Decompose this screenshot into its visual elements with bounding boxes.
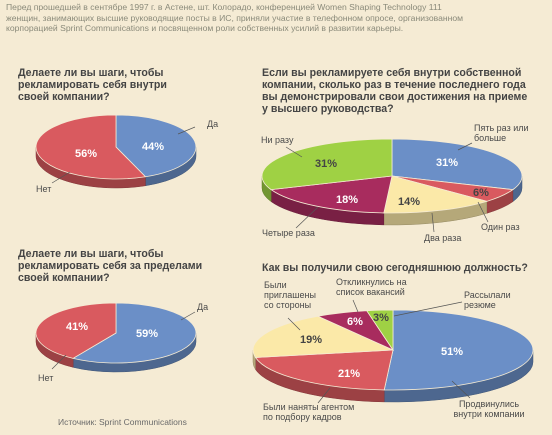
pie-category-label: Нет bbox=[36, 184, 51, 194]
pie-slice-1 bbox=[72, 302, 197, 364]
pie-category-label: Продвинулись внутри компании bbox=[453, 399, 524, 419]
pie-value-label: 59% bbox=[136, 328, 158, 340]
pie-slice-1 bbox=[383, 309, 534, 391]
pie-value-label: 21% bbox=[338, 368, 360, 380]
pie-value-label: 44% bbox=[142, 141, 164, 153]
pie-slice-3 bbox=[252, 315, 394, 358]
pie-value-label: 51% bbox=[441, 346, 463, 358]
pie-category-label: Да bbox=[207, 119, 218, 129]
pie-value-label: 31% bbox=[315, 158, 337, 170]
pie-value-label: 6% bbox=[347, 316, 363, 328]
pie-category-label: Два раза bbox=[424, 233, 461, 243]
pie-category-label: Один раз bbox=[481, 222, 520, 232]
pie-category-label: Были наняты агентом по подбору кадров bbox=[263, 402, 354, 422]
pie-2-title: Если вы рекламируете себя внутри собстве… bbox=[262, 67, 528, 115]
pie-category-label: Нет bbox=[38, 373, 53, 383]
pie-category-label: Ни разу bbox=[261, 135, 294, 145]
leader-line bbox=[457, 142, 473, 151]
pie-category-label: Откликнулись на список вакансий bbox=[336, 277, 407, 297]
pie-value-label: 14% bbox=[398, 196, 420, 208]
pie-slice-4 bbox=[270, 175, 393, 214]
intro-text: Перед прошедшей в сентябре 1997 г. в Аст… bbox=[6, 2, 464, 34]
pie-3-title: Делаете ли вы шаги, чтобы рекламировать … bbox=[18, 248, 203, 284]
pie-slice-2 bbox=[254, 349, 394, 391]
leader-line bbox=[177, 126, 196, 135]
pie-category-label: Рассылали резюме bbox=[464, 290, 511, 310]
leader-line bbox=[285, 146, 303, 158]
leader-line bbox=[393, 301, 463, 317]
pie-value-label: 41% bbox=[66, 321, 88, 333]
pie-chart-1: 44% Да 56% Нет bbox=[35, 114, 218, 194]
leader-line bbox=[317, 387, 331, 404]
pie-value-label: 56% bbox=[75, 148, 97, 160]
leader-line bbox=[51, 354, 67, 370]
pie-category-label: Пять раз или больше bbox=[474, 123, 529, 143]
pie-chart-2: 31% Пять раз или больше 6% Один раз 14% Два ра… bbox=[261, 123, 529, 243]
leader-line bbox=[451, 380, 471, 399]
leader-line bbox=[431, 212, 435, 233]
leader-line bbox=[180, 311, 196, 321]
pie-4-title: Как вы получили свою сегодняшнюю должнос… bbox=[262, 262, 528, 274]
pie-slice-2 bbox=[35, 114, 147, 180]
pie-slice-5 bbox=[261, 138, 393, 191]
pie-value-label: 19% bbox=[300, 334, 322, 346]
pie-category-label: Четыре раза bbox=[262, 228, 315, 238]
leader-line bbox=[295, 206, 319, 229]
pie-value-label: 3% bbox=[373, 312, 389, 324]
pie-slice-3 bbox=[383, 175, 489, 214]
pie-slice-5 bbox=[366, 309, 394, 352]
pie-slice-1 bbox=[391, 138, 523, 191]
pie-1-title: Делаете ли вы шаги, чтобы рекламировать … bbox=[18, 67, 167, 103]
leader-line bbox=[477, 201, 489, 223]
pie-value-label: 6% bbox=[473, 187, 489, 199]
pie-value-label: 31% bbox=[436, 157, 458, 169]
leader-line bbox=[51, 171, 71, 184]
pie-slice-2 bbox=[35, 302, 117, 359]
leader-line bbox=[352, 299, 359, 313]
pie-chart-4: 51% Продвинулись внутри компании 21% Были на… bbox=[252, 277, 534, 422]
source-note: Источник: Sprint Communications bbox=[58, 417, 187, 427]
pie-category-label: Да bbox=[197, 302, 208, 312]
pie-slice-1 bbox=[115, 114, 197, 178]
leader-line bbox=[287, 317, 301, 331]
pie-chart-3: 59% Да 41% Нет bbox=[35, 302, 208, 383]
pie-category-label: Были приглашены со стороны bbox=[264, 280, 316, 310]
pie-value-label: 18% bbox=[336, 194, 358, 206]
